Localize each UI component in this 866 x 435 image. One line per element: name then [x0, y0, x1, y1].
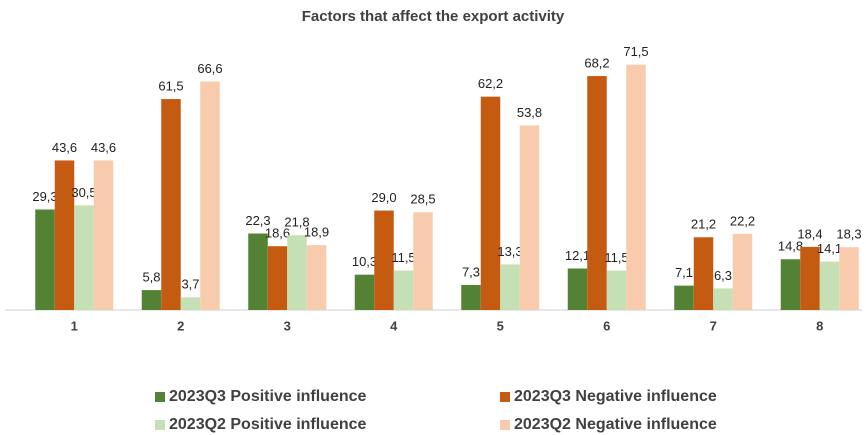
data-label: 18,9 [304, 225, 329, 240]
data-label: 28,5 [410, 192, 435, 207]
x-tick-label: 3 [284, 318, 291, 333]
legend-swatch [500, 392, 510, 402]
legend-label: 2023Q3 Positive influence [169, 388, 367, 405]
bar [54, 160, 75, 310]
data-label: 61,5 [158, 78, 183, 93]
data-label: 43,6 [52, 140, 77, 155]
data-label: 21,8 [284, 215, 309, 230]
bar [800, 246, 820, 310]
data-label: 12,1 [565, 248, 590, 263]
bar [35, 209, 55, 310]
bar [248, 233, 268, 310]
data-label: 30,5 [71, 185, 96, 200]
legend-label: 2023Q3 Negative influence [514, 388, 717, 405]
bar [713, 288, 733, 310]
data-label: 7,1 [675, 265, 693, 280]
bar [519, 125, 540, 310]
data-label: 21,2 [691, 217, 716, 232]
data-label: 43,6 [91, 140, 116, 155]
bar [587, 76, 607, 310]
bar [500, 264, 520, 310]
data-label: 7,3 [462, 264, 480, 279]
data-label: 29,0 [371, 190, 396, 205]
bar [93, 160, 114, 310]
x-tick-label: 4 [390, 318, 398, 333]
legend-label: 2023Q2 Positive influence [169, 416, 367, 433]
bar [626, 64, 646, 310]
bar [287, 235, 307, 310]
bar [354, 274, 375, 310]
data-label: 53,8 [517, 105, 542, 120]
legend-swatch [500, 420, 510, 430]
bar [374, 210, 394, 310]
data-label: 29,3 [32, 189, 57, 204]
x-tick-label: 8 [816, 318, 823, 333]
chart-title: Factors that affect the export activity [302, 8, 565, 25]
data-label: 14,1 [817, 241, 842, 256]
data-label: 68,2 [584, 56, 609, 71]
data-label: 13,3 [497, 244, 522, 259]
data-label: 6,3 [714, 268, 732, 283]
x-tick-label: 5 [497, 318, 504, 333]
bar [819, 261, 840, 310]
data-label: 10,3 [352, 254, 377, 269]
bar [141, 290, 162, 310]
data-label: 18,3 [836, 227, 861, 242]
data-label: 66,6 [197, 61, 222, 76]
x-tick-label: 1 [71, 318, 78, 333]
bar [180, 297, 201, 310]
data-label: 5,8 [142, 270, 160, 285]
data-label: 18,6 [265, 226, 290, 241]
bar [693, 237, 714, 310]
data-label: 3,7 [181, 277, 199, 292]
data-label: 71,5 [623, 44, 648, 59]
bar [461, 284, 481, 310]
bar [480, 96, 501, 311]
bar [606, 270, 627, 310]
data-label: 22,3 [245, 213, 270, 228]
data-label: 18,4 [797, 226, 822, 241]
data-label: 11,5 [604, 250, 628, 265]
bar [306, 245, 327, 310]
data-label: 14,8 [778, 239, 803, 254]
bar [567, 268, 588, 310]
bar [732, 233, 753, 310]
bar [161, 99, 181, 311]
bar [393, 270, 414, 310]
bar [780, 259, 801, 310]
legend-label: 2023Q2 Negative influence [514, 416, 717, 433]
bar [413, 212, 433, 310]
bar [74, 205, 94, 310]
legend-swatch [155, 420, 165, 430]
data-label: 11,5 [391, 250, 415, 265]
data-label: 62,2 [478, 76, 503, 91]
x-tick-label: 7 [710, 318, 717, 333]
data-label: 22,2 [730, 213, 755, 228]
bar [267, 246, 288, 310]
bar [200, 81, 220, 310]
bar [674, 285, 694, 310]
x-tick-label: 6 [603, 318, 610, 333]
x-tick-label: 2 [177, 318, 184, 333]
legend-swatch [155, 392, 165, 402]
bar [839, 247, 859, 310]
